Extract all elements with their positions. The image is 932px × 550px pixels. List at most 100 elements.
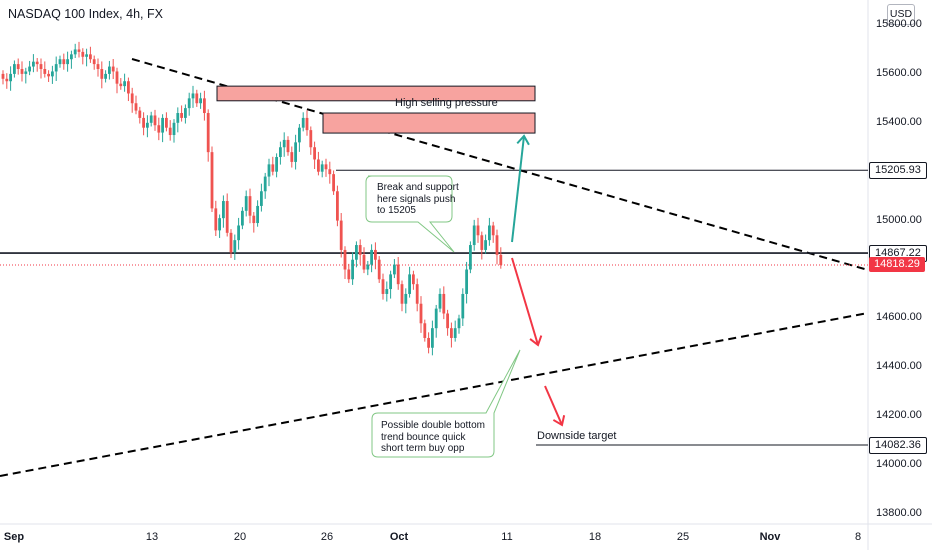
candle-body — [39, 64, 43, 70]
x-tick-label: Sep — [3, 531, 25, 543]
resistance-zone — [322, 112, 536, 134]
annotation-double-bottom: Possible double bottom trend bounce quic… — [381, 420, 485, 454]
candle-body — [153, 115, 157, 126]
candle-body — [358, 245, 362, 255]
candle-body — [317, 159, 320, 172]
y-tick-label: 15600.00 — [876, 66, 922, 79]
candle-body — [115, 71, 119, 84]
candle-body — [43, 69, 47, 74]
y-tick-label: 14200.00 — [876, 409, 922, 422]
down-arrow-target — [544, 385, 563, 426]
candle-body — [81, 51, 85, 57]
candle-body — [366, 264, 370, 270]
candle-body — [66, 59, 69, 65]
candle-body — [453, 328, 457, 338]
candle-body — [229, 232, 233, 253]
x-tick-label: 8 — [854, 531, 862, 543]
candle-body — [260, 191, 263, 206]
candle-body — [415, 284, 419, 304]
candle-body — [374, 249, 377, 260]
candle-body — [13, 64, 16, 74]
candle-body — [442, 293, 446, 314]
candle-body — [324, 164, 328, 170]
candle-body — [191, 93, 195, 99]
candle-body — [393, 264, 396, 275]
candle-body — [225, 201, 229, 233]
candle-body — [89, 54, 92, 60]
candle-body — [16, 64, 20, 70]
candle-body — [450, 328, 453, 338]
candle-body — [24, 71, 28, 74]
callout-break-support — [365, 175, 455, 253]
candle-body — [400, 284, 404, 304]
candle-body — [339, 220, 343, 250]
down-arrow-head — [529, 335, 543, 347]
y-tick-label: 15000.00 — [876, 213, 922, 226]
candle-body — [28, 66, 31, 72]
candle-body — [104, 73, 107, 79]
candle-body — [469, 245, 472, 270]
candle-body — [96, 64, 100, 70]
candle-body — [286, 139, 290, 153]
x-tick-label: 11 — [501, 531, 513, 543]
candle-body — [100, 69, 104, 79]
candle-body — [499, 254, 503, 266]
currency-badge[interactable]: USD — [887, 4, 915, 25]
candle-body — [165, 117, 168, 128]
candle-body — [161, 117, 164, 133]
candle-body — [108, 66, 111, 74]
candle-body — [149, 115, 153, 123]
candle-body — [309, 130, 313, 148]
candle-body — [298, 127, 301, 143]
candle-body — [305, 117, 309, 131]
y-tick-label: 14400.00 — [876, 360, 922, 373]
candle-body — [187, 98, 191, 109]
candle-body — [294, 142, 297, 162]
candle-body — [301, 117, 305, 128]
candle-body — [146, 122, 149, 128]
x-tick-label: Oct — [389, 531, 409, 543]
candle-body — [427, 337, 430, 348]
candle-body — [244, 196, 248, 211]
candle-body — [381, 279, 385, 294]
annotation-downside-target: Downside target — [537, 430, 617, 442]
candle-body — [58, 59, 62, 65]
annotation-high-selling-pressure: High selling pressure — [395, 97, 498, 109]
candle-body — [111, 66, 115, 72]
y-tick-label: 13800.00 — [876, 507, 922, 519]
candle-body — [404, 293, 408, 304]
candle-body — [119, 83, 123, 87]
candle-body — [237, 225, 240, 241]
candle-body — [290, 152, 294, 162]
descending-trendline — [131, 58, 869, 271]
candle-body — [199, 98, 202, 104]
candle-body — [495, 235, 499, 255]
candle-body — [423, 323, 427, 338]
candle-body — [32, 61, 35, 67]
candle-body — [377, 259, 381, 280]
candle-body — [336, 191, 339, 221]
candle-body — [491, 225, 495, 236]
candle-body — [1, 73, 5, 79]
candle-body — [488, 225, 491, 241]
candle-body — [127, 81, 130, 94]
candle-body — [480, 235, 484, 250]
x-tick-label: Nov — [759, 531, 781, 543]
candle-body — [222, 201, 225, 219]
candle-body — [434, 308, 438, 329]
annotation-break-support: Break and support here signals push to 1… — [377, 182, 459, 216]
chart-title: NASDAQ 100 Index, 4h, FX — [8, 7, 163, 21]
candle-body — [389, 274, 392, 290]
candle-body — [332, 174, 335, 192]
candle-body — [47, 73, 50, 77]
candle-body — [241, 210, 244, 226]
candle-body — [214, 208, 218, 231]
x-tick-label: 25 — [676, 531, 690, 543]
price-label: 14818.29 — [869, 257, 925, 273]
candle-body — [62, 59, 66, 65]
candle-body — [476, 225, 480, 236]
candle-body — [408, 274, 411, 294]
candle-body — [328, 169, 332, 175]
candle-body — [446, 313, 449, 329]
